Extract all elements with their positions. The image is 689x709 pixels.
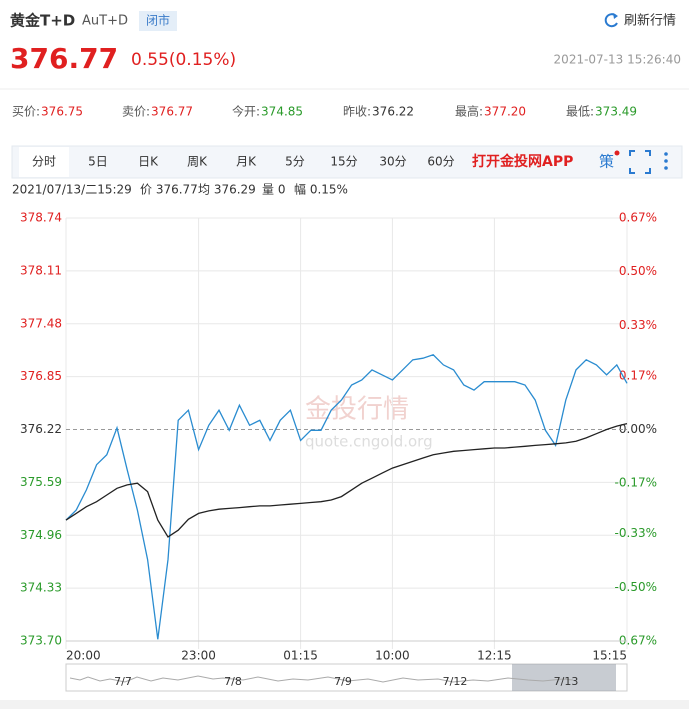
info-item: 量 0 bbox=[262, 183, 285, 197]
y2-tick-label: -0.33% bbox=[615, 526, 657, 540]
navigator-label: 7/8 bbox=[224, 675, 242, 688]
y-tick-label: 375.59 bbox=[20, 475, 62, 489]
watermark: quote.cngold.org bbox=[305, 433, 433, 451]
navigator-label: 7/12 bbox=[443, 675, 468, 688]
refresh-button[interactable]: 刷新行情 bbox=[604, 13, 676, 29]
tab[interactable]: 5分 bbox=[285, 155, 305, 169]
y2-tick-label: -0.50% bbox=[615, 580, 657, 594]
stats-row: 买价: 376.75 卖价: 376.77 今开: 374.85 昨收: 376.22 最高: 3… bbox=[12, 104, 637, 119]
tab-bar bbox=[11, 145, 683, 179]
y2-tick-label: 0.67% bbox=[619, 211, 657, 225]
x-tick-label: 23:00 bbox=[181, 649, 216, 663]
info-item: 幅 0.15% bbox=[294, 182, 348, 197]
stat-label: 最高: bbox=[455, 104, 483, 119]
refresh-arrow bbox=[613, 13, 618, 19]
status-badge bbox=[139, 11, 177, 31]
notice-dot bbox=[614, 150, 620, 156]
menu-icon[interactable] bbox=[664, 152, 668, 170]
y-tick-label: 377.48 bbox=[20, 316, 62, 330]
navigator-sparkline bbox=[69, 675, 574, 683]
stat-value: 374.85 bbox=[261, 105, 303, 119]
y-tick-label: 374.33 bbox=[20, 581, 62, 595]
tab[interactable]: 日K bbox=[138, 155, 159, 169]
y2-tick-label: 0.00% bbox=[619, 422, 657, 436]
last-price: 376.77 bbox=[10, 42, 118, 75]
plot: 20:00 23:00 01:15 10:00 12:15 15:15 378.74 378.… bbox=[20, 211, 657, 663]
tab[interactable]: 5日 bbox=[88, 155, 108, 169]
x-tick-label: 12:15 bbox=[477, 649, 512, 663]
x-tick-label: 15:15 bbox=[592, 649, 627, 663]
tab[interactable]: 60分 bbox=[427, 155, 454, 169]
tab[interactable]: 月K bbox=[236, 155, 257, 169]
y-tick-label: 376.85 bbox=[20, 369, 62, 383]
instrument-name: 黄金T+D bbox=[10, 12, 75, 30]
info-item: 价 376.77 bbox=[140, 183, 198, 197]
x-tick-label: 20:00 bbox=[66, 649, 101, 663]
y2-tick-label: -0.67% bbox=[615, 634, 657, 648]
x-tick-label: 01:15 bbox=[283, 649, 318, 663]
navigator-label: 7/13 bbox=[554, 675, 579, 688]
stat-value: 376.75 bbox=[41, 105, 83, 119]
fullscreen-icon[interactable] bbox=[629, 150, 651, 174]
stat-value: 376.22 bbox=[372, 105, 414, 119]
price-change: 0.55(0.15%) bbox=[131, 50, 236, 70]
active-tab bbox=[19, 147, 69, 177]
stat-value: 373.49 bbox=[595, 105, 637, 119]
info-line: 2021/07/13/二15:29 价 376.77 均 376.29 量 0 幅 0.… bbox=[12, 182, 348, 197]
watermark: 金投行情 bbox=[305, 395, 409, 425]
x-tick-label: 10:00 bbox=[375, 649, 410, 663]
navigator-label: 7/7 bbox=[114, 675, 132, 688]
stat-label: 卖价: bbox=[122, 105, 150, 119]
status: 闭市 bbox=[146, 13, 170, 28]
y2-tick-label: 0.50% bbox=[619, 264, 657, 278]
refresh-icon bbox=[604, 13, 618, 28]
tab[interactable]: 分时 bbox=[32, 155, 56, 169]
navigator-window[interactable] bbox=[512, 664, 616, 691]
stat-label: 买价: bbox=[12, 105, 40, 119]
stat-value: 376.77 bbox=[151, 105, 193, 119]
stat-label: 今开: bbox=[232, 104, 260, 119]
stat-label: 昨收: bbox=[343, 105, 371, 119]
y-tick-label: 378.74 bbox=[20, 211, 62, 225]
stat-label: 最低: bbox=[566, 105, 594, 119]
info-item: 均 376.29 bbox=[198, 183, 256, 197]
tab[interactable]: 周K bbox=[187, 155, 208, 169]
y2-tick-label: 0.33% bbox=[619, 318, 657, 332]
tabs: 分时 5日 日K 周K 月K 5分 15分 30分 60分 bbox=[32, 155, 455, 169]
y-tick-label: 373.70 bbox=[20, 634, 62, 648]
stat-value: 377.20 bbox=[484, 105, 526, 119]
strategy-tab[interactable]: 策 bbox=[599, 153, 614, 171]
navigator-label: 7/9 bbox=[334, 675, 352, 688]
refresh-label[interactable]: 刷新行情 bbox=[624, 13, 676, 29]
footer-bar bbox=[0, 700, 689, 709]
series-line bbox=[65, 422, 628, 538]
info-item: 2021/07/13/二15:29 bbox=[12, 183, 132, 197]
y-tick-label: 374.96 bbox=[20, 528, 62, 542]
series-line bbox=[65, 354, 628, 640]
app-link[interactable]: 打开金投网APP bbox=[472, 153, 573, 170]
y-tick-label: 378.11 bbox=[20, 263, 62, 277]
y-tick-label: 376.22 bbox=[20, 422, 62, 436]
tab[interactable]: 15分 bbox=[330, 155, 357, 169]
instrument-code: AuT+D bbox=[82, 14, 128, 29]
tab[interactable]: 30分 bbox=[379, 155, 406, 169]
y2-tick-label: 0.17% bbox=[619, 368, 657, 382]
quote-time: 2021-07-13 15:26:40 bbox=[554, 53, 681, 67]
y2-tick-label: -0.17% bbox=[615, 476, 657, 490]
